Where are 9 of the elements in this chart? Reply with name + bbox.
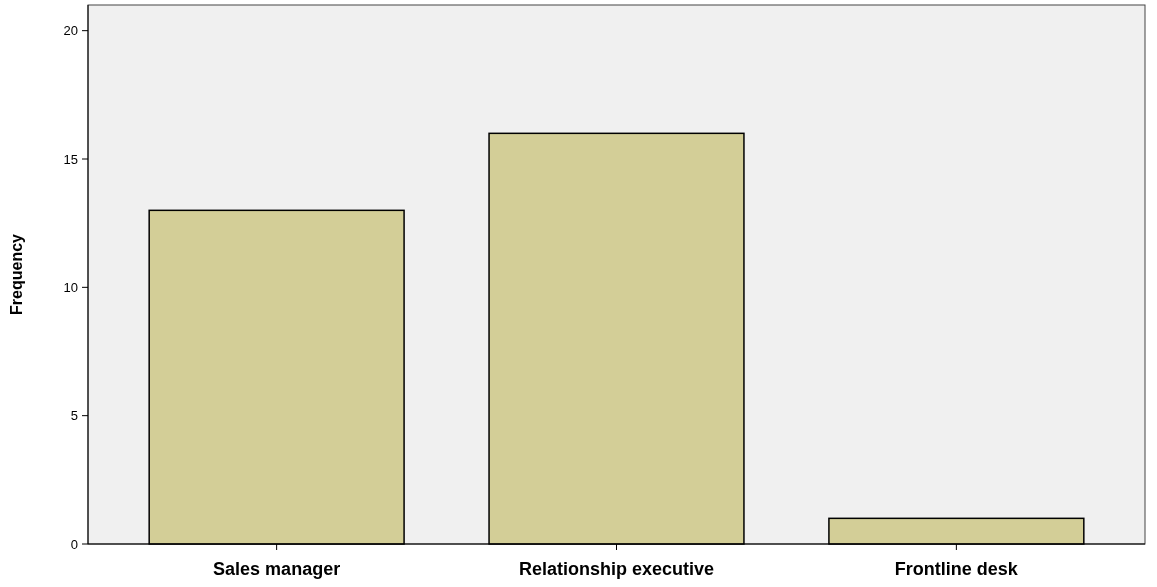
x-tick-label: Frontline desk <box>894 559 1019 579</box>
x-tick-label: Relationship executive <box>518 559 715 579</box>
y-tick-label: 20 <box>63 23 78 39</box>
y-tick-label: 0 <box>70 536 78 552</box>
y-tick-label: 15 <box>63 151 78 167</box>
y-axis-title: Frequency <box>8 233 25 315</box>
y-tick-label: 5 <box>70 408 78 424</box>
y-tick-label: 10 <box>63 279 78 295</box>
x-tick-label: Sales manager <box>213 559 341 579</box>
